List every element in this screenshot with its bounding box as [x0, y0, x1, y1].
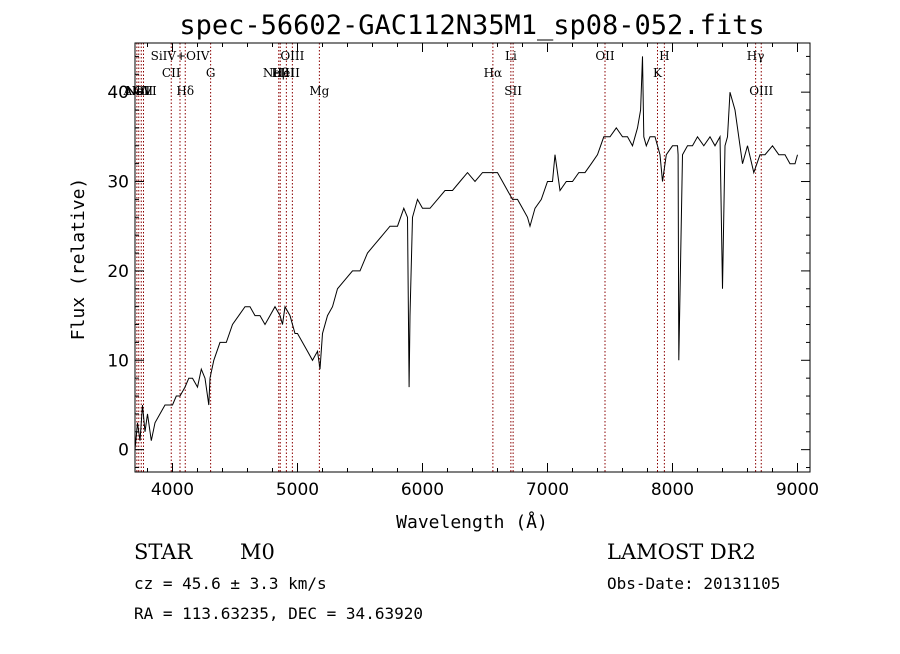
spectral-line-label: OII [595, 49, 615, 63]
x-tick-label: 8000 [651, 480, 694, 500]
object-class: STAR [134, 540, 193, 564]
spectral-line-label: Hα [484, 66, 503, 80]
x-tick-label: 6000 [401, 480, 444, 500]
y-axis-label: Flux (relative) [68, 178, 89, 341]
spectral-line-label: OIII [280, 49, 304, 63]
y-tick-label: 0 [118, 441, 129, 461]
spectral-line-label: OIII [749, 84, 773, 98]
x-axis-label: Wavelength (Å) [396, 511, 548, 533]
y-axis-ticks: 0 10 20 30 40 [107, 55, 810, 469]
x-tick-label: 4000 [151, 480, 194, 500]
spectral-line-label: CII [162, 66, 181, 80]
spectrum-line [134, 56, 798, 450]
spectral-line-label: G [206, 66, 216, 80]
spectral-line-label: Hδ [176, 84, 194, 98]
spectral-line-label: K [653, 66, 663, 80]
spectral-line-label: Li [505, 49, 517, 63]
chart-title: spec-56602-GAC112N35M1_sp08-052.fits [179, 10, 764, 41]
spectral-line-label: AlIII [123, 84, 151, 98]
spectral-line-label: Hγ [747, 49, 765, 63]
y-tick-label: 10 [107, 351, 129, 371]
x-tick-label: 5000 [276, 480, 319, 500]
spectral-line-label: OII [134, 84, 154, 98]
spectral-line-label: H [659, 49, 669, 63]
x-axis-ticks: 4000 5000 6000 7000 8000 9000 [147, 43, 819, 500]
x-tick-label: 9000 [776, 480, 819, 500]
x-tick-label: 7000 [526, 480, 569, 500]
survey-name: LAMOST DR2 [607, 540, 756, 564]
spectral-line-label: SII [504, 84, 522, 98]
spectral-line-label: NeIII [263, 66, 295, 80]
plot-frame [134, 42, 811, 473]
spectral-line-label: SiIV+OIV [151, 49, 210, 63]
spectral-line-label: HeII [273, 66, 300, 80]
y-tick-label: 20 [107, 262, 129, 282]
spectral-line-markers [136, 43, 762, 472]
spectral-line-label: Hβ [272, 66, 289, 80]
spectral-line-label: Mg [309, 84, 329, 98]
redshift-readout: cz = 45.6 ± 3.3 km/s [134, 574, 327, 593]
spectral-line-label: NeVI [126, 84, 157, 98]
coordinates-readout: RA = 113.63235, DEC = 34.63920 [134, 604, 423, 623]
y-tick-label: 30 [107, 173, 129, 193]
object-subclass: M0 [240, 540, 275, 564]
spectral-line-label: NeV [126, 84, 153, 98]
y-tick-label: 40 [107, 83, 129, 103]
obs-date: Obs-Date: 20131105 [607, 574, 780, 593]
